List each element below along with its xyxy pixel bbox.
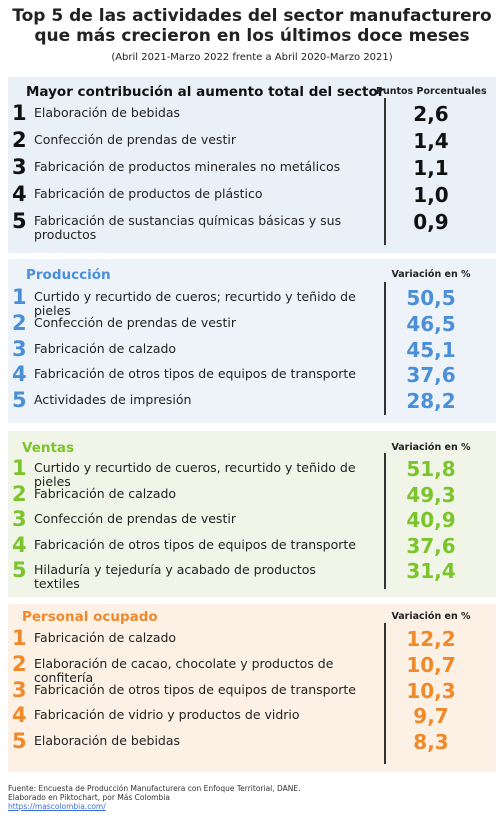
rank: 2: [12, 128, 27, 152]
column-header: Variación en %: [391, 611, 471, 622]
divider: [384, 623, 386, 764]
rank: 4: [12, 532, 27, 557]
value: 40,9: [406, 508, 456, 533]
rank: 1: [12, 626, 27, 650]
value: 1,0: [413, 183, 449, 207]
section: Mayor contribución al aumento total del …: [8, 77, 496, 253]
activity-label: Elaboración de bebidas: [34, 105, 181, 120]
column-header: Variación en %: [391, 442, 471, 453]
value: 2,6: [413, 102, 449, 126]
rank: 5: [12, 558, 27, 583]
activity-label: Fabricación de otros tipos de equipos de…: [34, 536, 356, 552]
value: 37,6: [406, 363, 456, 388]
column-header: Puntos Porcentuales: [376, 86, 487, 97]
activity-label: Fabricación de otros tipos de equipos de…: [34, 681, 356, 697]
rank: 3: [12, 507, 27, 532]
footer-link[interactable]: https://mascolombia.com/: [8, 802, 106, 811]
rank: 3: [12, 336, 27, 361]
activity-label: Curtido y recurtido de cueros, recurtido…: [34, 460, 356, 489]
activity-label: Confección de prendas de vestir: [34, 132, 236, 147]
rank: 4: [12, 362, 27, 387]
value: 0,9: [413, 210, 449, 234]
activity-label: Hiladuría y tejeduría y acabado de produ…: [34, 562, 316, 592]
value: 31,4: [406, 559, 456, 584]
value: 51,8: [406, 457, 456, 481]
activity-label: Fabricación de productos minerales no me…: [34, 159, 341, 174]
activity-label: Fabricación de calzado: [34, 630, 177, 645]
rank: 1: [12, 456, 27, 480]
footer-source: Fuente: Encuesta de Producción Manufactu…: [8, 784, 301, 793]
rank: 3: [12, 677, 27, 702]
value: 1,4: [413, 129, 449, 153]
activity-label: Elaboración de bebidas: [34, 733, 181, 749]
title: Top 5 de las actividades del sector manu…: [12, 6, 492, 46]
value: 1,1: [413, 156, 449, 180]
section-title: Personal ocupado: [22, 609, 158, 625]
activity-label: Actividades de impresión: [34, 392, 192, 408]
rank: 3: [12, 155, 27, 179]
rank: 1: [12, 101, 27, 125]
section-title: Mayor contribución al aumento total del …: [26, 84, 385, 100]
rank: 2: [12, 651, 27, 676]
divider: [384, 453, 386, 589]
value: 28,2: [406, 389, 456, 414]
divider: [384, 98, 386, 245]
section: Personal ocupado Variación en % 1 Fabricaci…: [8, 604, 496, 772]
section: Producción Variación en % 1 Curtido y recur…: [8, 259, 496, 423]
rank: 2: [12, 481, 27, 506]
section-title: Producción: [26, 267, 111, 283]
section: Ventas Variación en % 1 Curtido y recurtido…: [8, 431, 496, 597]
activity-label: Elaboración de cacao, chocolate y produc…: [34, 655, 334, 685]
value: 45,1: [406, 337, 456, 362]
rank: 4: [12, 182, 27, 206]
value: 9,7: [413, 704, 449, 729]
activity-label: Fabricación de productos de plástico: [34, 186, 263, 201]
value: 50,5: [406, 286, 456, 310]
activity-label: Confección de prendas de vestir: [34, 511, 236, 527]
value: 8,3: [413, 730, 449, 755]
rank: 1: [12, 285, 27, 309]
footer-made: Elaborado en Piktochart, por Más Colombi…: [8, 793, 170, 802]
rank: 5: [12, 209, 27, 233]
activity-label: Fabricación de calzado: [34, 340, 177, 356]
activity-label: Curtido y recurtido de cueros; recurtido…: [34, 289, 356, 318]
rank: 5: [12, 729, 27, 754]
activity-label: Fabricación de sustancias químicas básic…: [34, 213, 342, 242]
rank: 5: [12, 388, 27, 413]
value: 12,2: [406, 627, 456, 651]
activity-label: Fabricación de vidrio y productos de vid…: [34, 707, 300, 723]
activity-label: Fabricación de calzado: [34, 485, 177, 501]
activity-label: Confección de prendas de vestir: [34, 314, 236, 330]
value: 37,6: [406, 533, 456, 558]
value: 10,3: [406, 678, 456, 703]
divider: [384, 282, 386, 415]
value: 46,5: [406, 311, 456, 336]
value: 10,7: [406, 652, 456, 677]
rank: 4: [12, 703, 27, 728]
section-title: Ventas: [22, 440, 75, 456]
value: 49,3: [406, 482, 456, 507]
link[interactable]: https://mascolombia.com/: [8, 802, 106, 811]
rank: 2: [12, 310, 27, 335]
column-header: Variación en %: [391, 269, 471, 280]
activity-label: Fabricación de otros tipos de equipos de…: [34, 366, 356, 382]
subtitle: (Abril 2021-Marzo 2022 frente a Abril 20…: [111, 52, 393, 63]
